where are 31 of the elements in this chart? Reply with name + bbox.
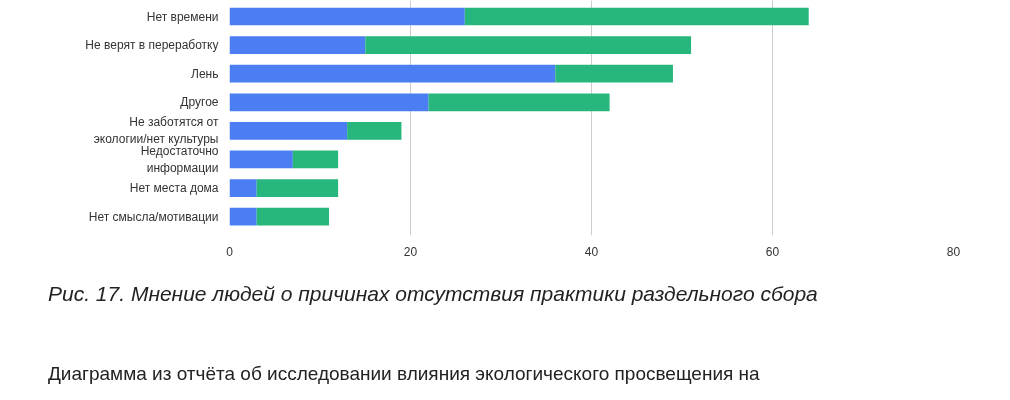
bar (229, 64, 556, 83)
x-tick-label: 40 (584, 244, 599, 259)
y-tick-label: Нет времени (146, 9, 219, 24)
bar (256, 207, 330, 226)
text: Рис. 17. Мнение людей о причинах отсутствия практики раздельного сбора (48, 281, 818, 307)
y-tick-label: Нет смысла/мотивации (88, 209, 219, 224)
y-tick-label: Другое (180, 95, 219, 110)
bar (229, 122, 348, 140)
x-tick-label: 20 (403, 244, 418, 259)
x-tick-label: 0 (226, 244, 234, 259)
bar (347, 122, 402, 140)
bar (256, 179, 339, 197)
y-tick-label: Нет места дома (129, 181, 219, 196)
bar (229, 150, 293, 169)
y-tick-label: Недостаточно информации (140, 144, 219, 175)
bar (555, 64, 673, 83)
y-tick-label: Не заботятся от экологии/нет культуры (93, 115, 219, 147)
text: Диаграмма из отчёта об исследовании влияния экологического просвещения на (48, 362, 760, 386)
bar (229, 93, 429, 112)
bar (229, 36, 366, 54)
bar (229, 207, 257, 226)
bar (365, 36, 692, 54)
bar (428, 93, 610, 112)
x-tick-label: 80 (946, 244, 961, 259)
y-tick-label: Лень (191, 66, 219, 81)
bar (229, 7, 465, 26)
bar (464, 7, 809, 26)
bar (292, 150, 339, 169)
x-tick-label: 60 (765, 244, 780, 259)
bar (229, 179, 257, 197)
y-tick-label: Не верят в переработку (85, 38, 219, 53)
